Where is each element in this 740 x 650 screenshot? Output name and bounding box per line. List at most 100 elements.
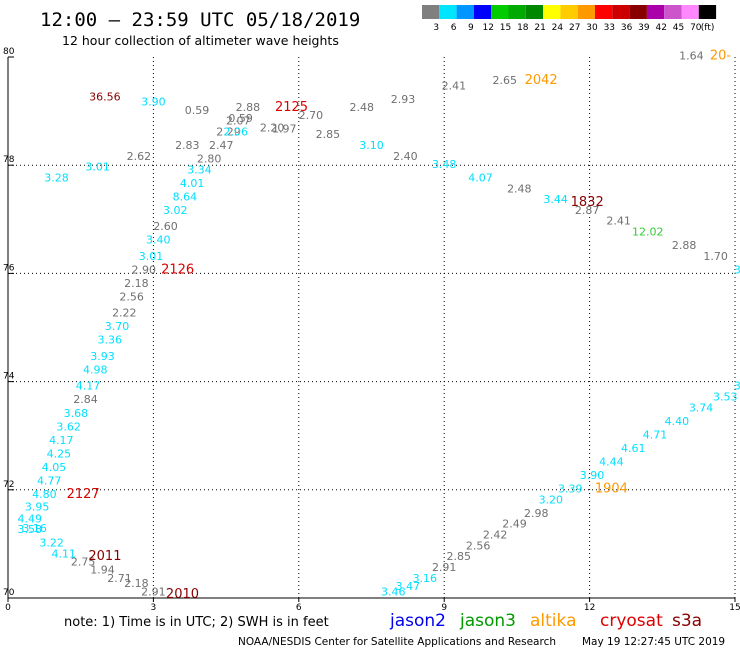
pass-time: 2042: [525, 73, 558, 88]
wave-height-value: 2.80: [197, 152, 222, 165]
wave-height-value: 3.10: [359, 139, 384, 152]
wave-height-value: 2.40: [393, 150, 418, 163]
wave-height-value: 3.28: [44, 171, 69, 184]
y-tick-label: 78: [3, 155, 15, 165]
wave-height-value: 2.75: [71, 556, 96, 569]
satellite-jason2: jason2: [389, 611, 446, 631]
legend-swatch: [577, 5, 595, 19]
pass-time: 1904: [595, 482, 628, 497]
legend-swatch: [456, 5, 474, 19]
wave-height-value: 2.87: [575, 204, 600, 217]
pass-time: 2126: [161, 262, 194, 277]
wave-height-value: 3.74: [689, 401, 714, 414]
pass-time: 2127: [67, 487, 100, 502]
wave-height-value: 2.20: [260, 122, 285, 135]
wave-height-value: 2.88: [672, 239, 697, 252]
timestamp: May 19 12:27:45 UTC 2019: [582, 636, 725, 648]
legend-bin-label: 39: [638, 23, 650, 33]
wave-height-value: 2.70: [299, 109, 324, 122]
wave-height-value: 2.07: [226, 115, 251, 128]
wave-height-value: 4.49: [18, 512, 43, 525]
wave-height-value: 3.46: [381, 585, 406, 598]
wave-height-value: 3.39: [558, 483, 583, 496]
wave-height-value: 4.80: [32, 488, 57, 501]
wave-height-value: 2.88: [236, 101, 261, 114]
legend-swatch: [543, 5, 561, 19]
wave-height-value: 3.48: [432, 158, 457, 171]
y-tick-label: 76: [3, 263, 15, 273]
legend-swatch: [473, 5, 492, 19]
wave-height-value: 4.77: [37, 474, 62, 487]
wave-height-labels: 36.56 3.900.59 2.880.592.072.201.972.702.4…: [18, 50, 740, 599]
wave-height-value: 2.98: [524, 507, 549, 520]
footnote: note: 1) Time is in UTC; 2) SWH is in fe…: [64, 615, 329, 630]
wave-height-value: 2.41: [442, 79, 467, 92]
legend-swatch: [629, 5, 647, 19]
wave-height-value: 3.22: [39, 537, 64, 550]
wave-height-value: 2.48: [350, 101, 375, 114]
credit-line: NOAA/NESDIS Center for Satellite Applica…: [238, 636, 556, 648]
legend-swatch: [422, 5, 440, 19]
satellite-cryosat: cryosat: [600, 611, 663, 631]
wave-height-value: 2.06: [224, 125, 249, 138]
satellite-altika: altika: [530, 611, 577, 631]
wave-height-value: 3.62: [56, 420, 81, 433]
wave-height-value: 4.17: [49, 434, 74, 447]
wave-height-value: 2.91: [432, 561, 457, 574]
wave-height-value: 2.65: [493, 74, 518, 87]
wave-height-value: 4.71: [643, 428, 668, 441]
legend-swatch: [698, 5, 717, 19]
wave-height-value: 8.64: [173, 190, 198, 203]
x-tick-label: 12: [584, 603, 595, 613]
y-tick-label: 80: [3, 47, 15, 57]
wave-height-value: 3.01: [85, 161, 110, 174]
legend-swatch: [681, 5, 699, 19]
wave-height-value: 4.40: [665, 415, 690, 428]
legend-swatch: [595, 5, 613, 19]
x-tick-label: 0: [5, 603, 11, 613]
legend-bin-label: 15: [500, 23, 511, 33]
swh-color-legend: 3 6 9 12 15 18 21 24 27 30 33 36 39 42 45 70 (ft): [422, 5, 717, 33]
wave-height-value: 3.90: [141, 96, 166, 109]
wave-height-value: 1.70: [703, 250, 728, 263]
wave-height-value: 4.17: [76, 380, 101, 393]
wave-height-value: 4.07: [468, 171, 493, 184]
x-tick-label: 6: [296, 603, 302, 613]
pass-time: 2125: [275, 100, 308, 115]
legend-bin-label: 18: [517, 23, 529, 33]
wave-height-value: 2.91: [141, 585, 166, 598]
legend-swatch: [664, 5, 682, 19]
wave-height-value: 2.49: [502, 518, 527, 531]
wave-height-value: 1.64: [679, 50, 704, 63]
pass-time: 20-: [710, 49, 732, 64]
satellite-s3a: s3a: [672, 611, 702, 631]
legend-bin-label: 12: [482, 23, 493, 33]
legend-swatch: [508, 5, 526, 19]
wave-height-value: 36.56: [89, 90, 121, 103]
legend-swatch: [612, 5, 630, 19]
wave-height-value: 3.40: [146, 234, 171, 247]
wave-height-value: 2.85: [446, 550, 471, 563]
wave-height-value: 3.47: [396, 580, 421, 593]
legend-bin-label: 3: [433, 23, 439, 33]
wave-height-value: 2.18: [124, 277, 149, 290]
wave-height-value: 4.25: [47, 447, 72, 460]
legend-bin-label: 6: [451, 23, 457, 33]
wave-height-value: 3: [734, 380, 740, 393]
wave-height-value: 3.36: [98, 334, 123, 347]
wave-height-value: 4.98: [83, 363, 108, 376]
wave-height-value: 2.90: [131, 263, 156, 276]
legend-swatch: [560, 5, 578, 19]
wave-height-value: 2.29: [216, 125, 241, 138]
wave-height-value: 2.42: [483, 528, 508, 541]
wave-height-value: 0.59: [228, 112, 253, 125]
wave-height-value: 4.61: [621, 442, 646, 455]
wave-height-value: 3.01: [139, 250, 164, 263]
satellite-jason3: jason3: [459, 611, 516, 631]
wave-height-value: 2.48: [507, 182, 532, 195]
legend-bin-label: 42: [655, 23, 666, 33]
legend-bin-label: 36: [621, 23, 633, 33]
legend-bin-label: 21: [534, 23, 545, 33]
pass-time: 1832: [571, 195, 604, 210]
